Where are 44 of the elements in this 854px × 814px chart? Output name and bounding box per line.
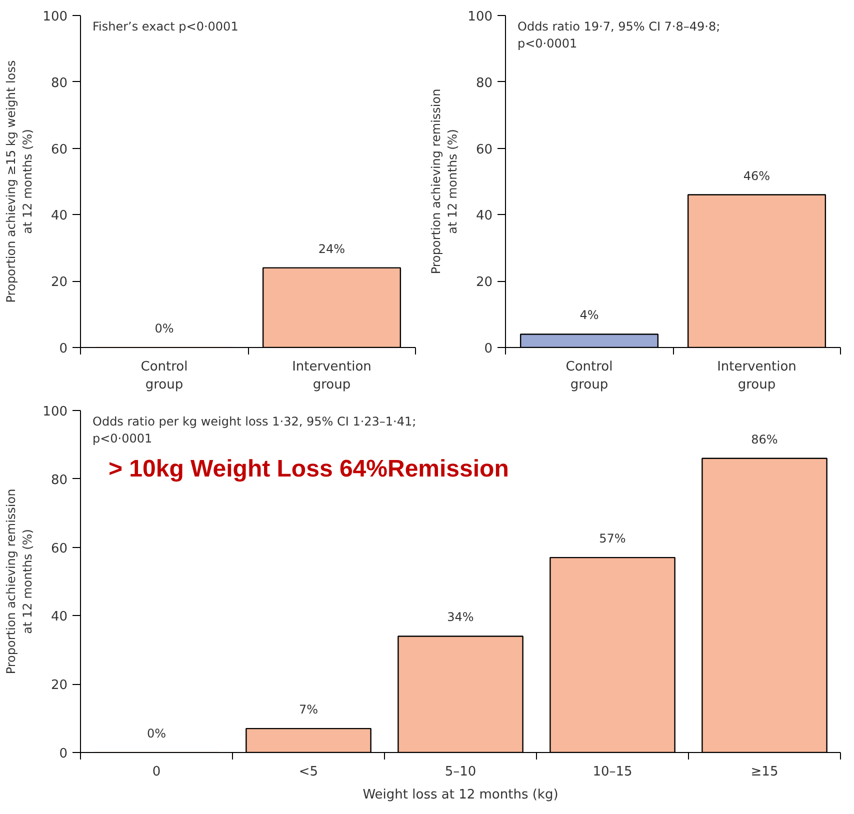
data-label: 0%	[146, 726, 166, 740]
data-label: 7%	[298, 702, 318, 717]
x-tick-label: Control group	[140, 360, 188, 392]
x-tick-label: 5–10	[444, 764, 476, 780]
y-axis-title: Proportion achieving remission at 12 months (%)	[4, 488, 35, 674]
y-tick-label: 100	[42, 404, 68, 420]
data-label: 86%	[751, 432, 778, 446]
y-tick-label: 20	[50, 678, 68, 694]
y-tick-label: 40	[476, 208, 493, 224]
y-tick-label: 0	[484, 342, 493, 356]
x-tick-label: <5	[298, 764, 318, 780]
x-tick-label: ≥15	[750, 764, 778, 780]
y-tick-label: 60	[50, 142, 68, 158]
y-tick-label: 60	[50, 541, 68, 556]
y-axis-title: Proportion achieving remission at 12 months (%)	[428, 88, 460, 274]
y-tick-label: 40	[50, 610, 68, 625]
y-tick-label: 40	[50, 208, 68, 224]
data-label: 4%	[580, 308, 599, 322]
y-axis-title: Proportion achieving ≥15 kg weight loss at 12 months (%)	[4, 60, 35, 303]
annotation: Odds ratio 19·7, 95% CI 7·8–49·8; p<0·0001	[518, 20, 720, 50]
x-axis-title: Weight loss at 12 months (kg)	[362, 788, 558, 802]
y-tick-label: 80	[50, 472, 68, 488]
y-tick-label: 0	[59, 746, 68, 762]
annotation: Fisher’s exact p<0·0001	[92, 20, 238, 34]
y-tick-label: 0	[59, 342, 68, 356]
annotation: > 10kg Weight Loss 64%Remission	[108, 456, 509, 482]
y-tick-label: 20	[476, 275, 493, 290]
y-tick-label: 60	[476, 142, 493, 158]
x-tick-label: Intervention group	[292, 360, 372, 392]
y-tick-label: 100	[42, 10, 68, 24]
y-tick-label: 100	[468, 10, 493, 24]
x-tick-label: 10–15	[592, 764, 632, 780]
x-tick-label: Control group	[566, 360, 613, 392]
data-label: 34%	[447, 610, 474, 624]
annotation: Odds ratio per kg weight loss 1·32, 95% CI 1·23–1·41; p<0·0001	[92, 414, 416, 446]
x-tick-label: 0	[152, 764, 161, 780]
y-tick-label: 80	[50, 76, 68, 91]
y-tick-label: 80	[476, 76, 493, 91]
x-tick-label: Intervention group	[717, 360, 796, 392]
data-label: 0%	[154, 322, 174, 336]
data-label: 57%	[599, 532, 626, 546]
data-label: 24%	[318, 242, 346, 256]
y-tick-label: 20	[50, 275, 68, 290]
data-label: 46%	[743, 168, 770, 183]
